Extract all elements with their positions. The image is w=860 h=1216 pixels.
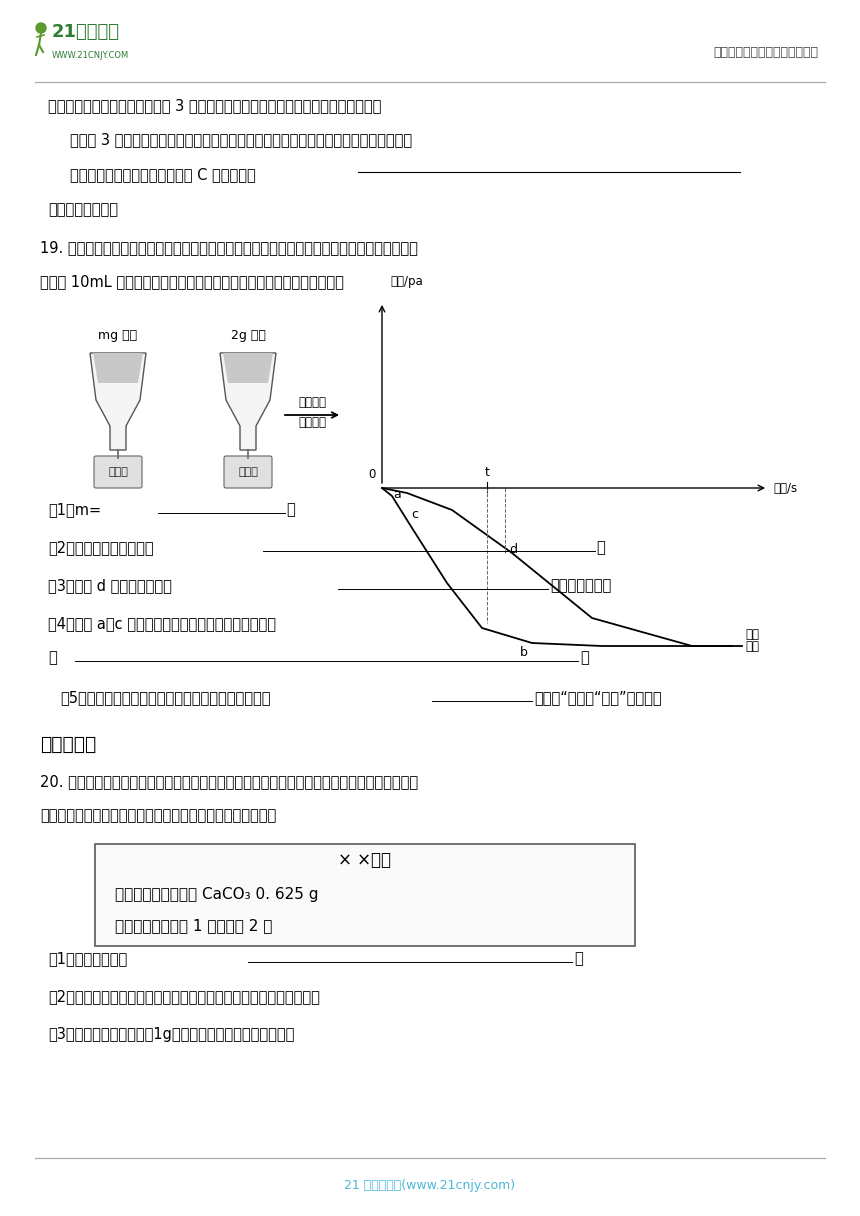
Text: t: t bbox=[484, 466, 489, 479]
Text: （填化学式）。: （填化学式）。 bbox=[550, 579, 611, 593]
Text: 从安全与规范的角度考虑，装置 C 后面应连接: 从安全与规范的角度考虑，装置 C 后面应连接 bbox=[70, 168, 255, 182]
Text: WWW.21CNJY.COM: WWW.21CNJY.COM bbox=[52, 51, 129, 61]
Text: d: d bbox=[509, 544, 517, 557]
Text: （5）使用铁强化酱油可预防贫血，铁属于人体所需的: （5）使用铁强化酱油可预防贫血，铁属于人体所需的 bbox=[60, 691, 271, 705]
Text: 。: 。 bbox=[286, 502, 295, 518]
Text: 19. 利用数据传感技术比较铁丝和铁粉与足量稀盐酸反应的快慢。按图装置进行实验，倾斜锥形: 19. 利用数据传感技术比较铁丝和铁粉与足量稀盐酸反应的快慢。按图装置进行实验，… bbox=[40, 241, 418, 255]
Text: （2）如果按用量服用，通过服用此馒片，求每天摄入馒元素的质量。: （2）如果按用量服用，通过服用此馒片，求每天摄入馒元素的质量。 bbox=[48, 990, 320, 1004]
Polygon shape bbox=[93, 353, 143, 383]
Text: 21 世纪教育网(www.21cnjy.com): 21 世纪教育网(www.21cnjy.com) bbox=[345, 1178, 515, 1192]
Polygon shape bbox=[220, 353, 276, 450]
Text: ［药品规格］每片含 CaCO₃ 0. 625 g: ［药品规格］每片含 CaCO₃ 0. 625 g bbox=[115, 886, 318, 901]
Text: a: a bbox=[393, 489, 401, 501]
Text: 20. 馒是人体必需的常量元素，每日必须摄入足够量的馒。目前市场上的补馒药剂很多，如图是: 20. 馒是人体必需的常量元素，每日必须摄入足够量的馒。目前市场上的补馒药剂很多… bbox=[40, 775, 418, 789]
Text: 采集信息: 采集信息 bbox=[298, 395, 326, 409]
Text: （1）人体缺馒易患: （1）人体缺馒易患 bbox=[48, 951, 127, 967]
Text: 【实验二】研究后兴趣小组用图 3 实验研究实验一所得黑色粉末中单质铁的质量分数: 【实验二】研究后兴趣小组用图 3 实验研究实验一所得黑色粉末中单质铁的质量分数 bbox=[48, 98, 381, 113]
Text: 。: 。 bbox=[580, 651, 589, 665]
Text: c: c bbox=[411, 507, 419, 520]
Text: b: b bbox=[520, 647, 528, 659]
Text: 是: 是 bbox=[48, 651, 57, 665]
Text: （4）对比 a、c 点，能说明铁粉较铁丝反应更快的原因: （4）对比 a、c 点，能说明铁粉较铁丝反应更快的原因 bbox=[48, 617, 276, 631]
Text: （选填装置序号）: （选填装置序号） bbox=[48, 203, 118, 218]
Text: 铁丝: 铁丝 bbox=[745, 627, 759, 641]
Text: （3）图中 d 点溶液中溶质为: （3）图中 d 点溶液中溶质为 bbox=[48, 579, 172, 593]
Polygon shape bbox=[223, 353, 273, 383]
Text: ［用法用量］每次 1 片，每天 2 次: ［用法用量］每次 1 片，每天 2 次 bbox=[115, 918, 273, 934]
Text: × ×馒片: × ×馒片 bbox=[339, 851, 391, 869]
Circle shape bbox=[36, 23, 46, 33]
Text: （1）m=: （1）m= bbox=[48, 502, 101, 518]
Text: 铁粉: 铁粉 bbox=[745, 641, 759, 653]
Text: 0: 0 bbox=[368, 467, 376, 480]
Text: 。: 。 bbox=[596, 540, 605, 556]
Text: 某种品牌的补馒药品的部分说明书。请回答下列问题并计算。: 某种品牌的补馒药品的部分说明书。请回答下列问题并计算。 bbox=[40, 809, 276, 823]
FancyBboxPatch shape bbox=[95, 844, 635, 946]
Text: 五、计算题: 五、计算题 bbox=[40, 734, 96, 754]
Text: 21世纪教育: 21世纪教育 bbox=[52, 23, 120, 41]
Text: mg 铁丝: mg 铁丝 bbox=[98, 330, 138, 343]
Text: （选填“常量或“微量”）元素。: （选填“常量或“微量”）元素。 bbox=[534, 691, 661, 705]
Text: 气压/pa: 气压/pa bbox=[390, 276, 423, 288]
FancyBboxPatch shape bbox=[224, 456, 272, 488]
Text: 传感器: 传感器 bbox=[238, 467, 258, 477]
Text: 传感器: 传感器 bbox=[108, 467, 128, 477]
Text: 。: 。 bbox=[574, 951, 583, 967]
Polygon shape bbox=[90, 353, 146, 450]
Text: 【资料 3 】氮氧化锹溶液和石灰水类似都可以与二氧化碳反应，但吸收能力比石灰水强: 【资料 3 】氮氧化锹溶液和石灰水类似都可以与二氧化碳反应，但吸收能力比石灰水强 bbox=[70, 133, 412, 147]
Text: 时间/s: 时间/s bbox=[773, 482, 797, 495]
Text: 瓶，使 10mL 稀盐酸与固体充分接触，瓶内气压随时间的变化如图所示。: 瓶，使 10mL 稀盐酸与固体充分接触，瓶内气压随时间的变化如图所示。 bbox=[40, 275, 344, 289]
Text: （3）若每片馒片的质量为1g，求馒片中馒元素的质量分数。: （3）若每片馒片的质量为1g，求馒片中馒元素的质量分数。 bbox=[48, 1028, 294, 1042]
Text: 2g 铁粉: 2g 铁粉 bbox=[230, 330, 266, 343]
Text: （2）反应的化学方程式是: （2）反应的化学方程式是 bbox=[48, 540, 154, 556]
Text: 中小学教育资源及组卷应用平台: 中小学教育资源及组卷应用平台 bbox=[713, 45, 818, 58]
FancyBboxPatch shape bbox=[94, 456, 142, 488]
Text: 形成图像: 形成图像 bbox=[298, 416, 326, 428]
